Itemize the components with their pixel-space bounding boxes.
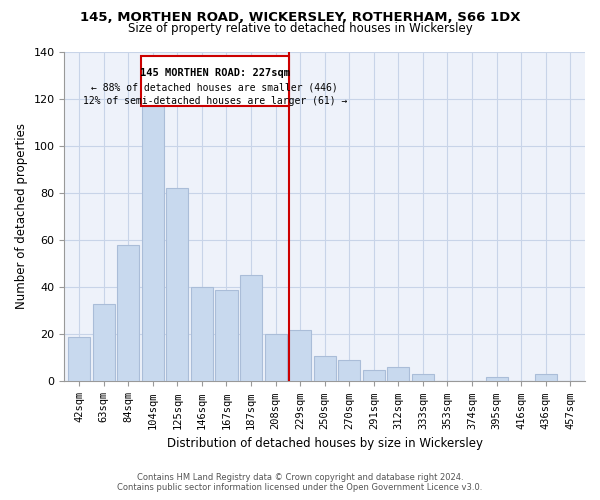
Bar [485, 376, 508, 382]
Text: 145 MORTHEN ROAD: 227sqm: 145 MORTHEN ROAD: 227sqm [140, 68, 290, 78]
Text: 145, MORTHEN ROAD, WICKERSLEY, ROTHERHAM, S66 1DX: 145, MORTHEN ROAD, WICKERSLEY, ROTHERHAM… [80, 11, 520, 24]
Bar [166, 188, 188, 382]
Text: 12% of semi-detached houses are larger (61) →: 12% of semi-detached houses are larger (… [83, 96, 347, 106]
Bar [535, 374, 557, 382]
Bar [363, 370, 385, 382]
Bar [289, 330, 311, 382]
Bar [215, 290, 238, 382]
Bar [265, 334, 287, 382]
Bar [68, 336, 90, 382]
Bar [117, 245, 139, 382]
Text: ← 88% of detached houses are smaller (446): ← 88% of detached houses are smaller (44… [91, 82, 338, 92]
Bar [388, 368, 409, 382]
X-axis label: Distribution of detached houses by size in Wickersley: Distribution of detached houses by size … [167, 437, 483, 450]
Bar [314, 356, 336, 382]
Bar [240, 276, 262, 382]
Text: Contains HM Land Registry data © Crown copyright and database right 2024.
Contai: Contains HM Land Registry data © Crown c… [118, 473, 482, 492]
Bar [338, 360, 361, 382]
Y-axis label: Number of detached properties: Number of detached properties [15, 124, 28, 310]
Text: Size of property relative to detached houses in Wickersley: Size of property relative to detached ho… [128, 22, 472, 35]
Bar [412, 374, 434, 382]
Bar [191, 287, 213, 382]
Bar [92, 304, 115, 382]
Bar [142, 106, 164, 382]
FancyBboxPatch shape [140, 56, 289, 106]
